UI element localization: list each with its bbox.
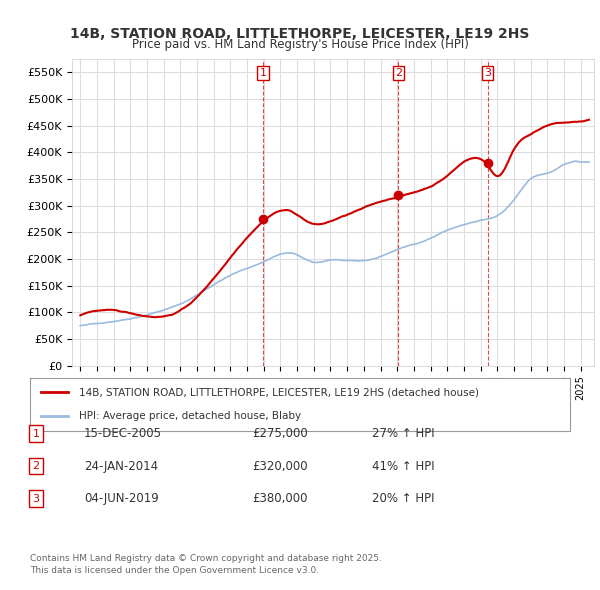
- Text: 14B, STATION ROAD, LITTLETHORPE, LEICESTER, LE19 2HS: 14B, STATION ROAD, LITTLETHORPE, LEICEST…: [70, 27, 530, 41]
- Text: 2: 2: [395, 68, 402, 78]
- Text: 27% ↑ HPI: 27% ↑ HPI: [372, 427, 434, 440]
- Text: 41% ↑ HPI: 41% ↑ HPI: [372, 460, 434, 473]
- Text: 14B, STATION ROAD, LITTLETHORPE, LEICESTER, LE19 2HS (detached house): 14B, STATION ROAD, LITTLETHORPE, LEICEST…: [79, 388, 479, 398]
- Text: 15-DEC-2005: 15-DEC-2005: [84, 427, 162, 440]
- Text: 04-JUN-2019: 04-JUN-2019: [84, 492, 159, 505]
- Text: 1: 1: [32, 429, 40, 438]
- Text: 3: 3: [32, 494, 40, 503]
- Text: 24-JAN-2014: 24-JAN-2014: [84, 460, 158, 473]
- Text: HPI: Average price, detached house, Blaby: HPI: Average price, detached house, Blab…: [79, 411, 301, 421]
- Text: 2: 2: [32, 461, 40, 471]
- Text: 20% ↑ HPI: 20% ↑ HPI: [372, 492, 434, 505]
- Text: 1: 1: [260, 68, 266, 78]
- Text: £275,000: £275,000: [252, 427, 308, 440]
- Text: Contains HM Land Registry data © Crown copyright and database right 2025.
This d: Contains HM Land Registry data © Crown c…: [30, 555, 382, 575]
- Text: £380,000: £380,000: [252, 492, 308, 505]
- Text: Price paid vs. HM Land Registry's House Price Index (HPI): Price paid vs. HM Land Registry's House …: [131, 38, 469, 51]
- Text: £320,000: £320,000: [252, 460, 308, 473]
- Text: 3: 3: [484, 68, 491, 78]
